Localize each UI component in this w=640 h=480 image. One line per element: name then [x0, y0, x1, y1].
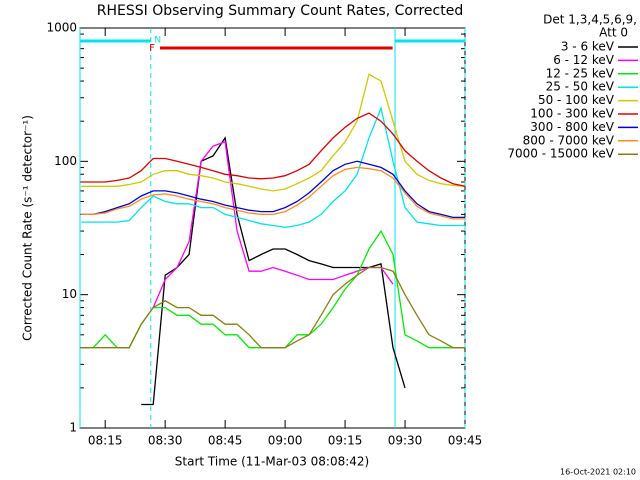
legend-label: 800 - 7000 keV [523, 133, 615, 147]
x-tick-label: 08:30 [148, 434, 183, 448]
y-tick-label: 100 [54, 154, 77, 168]
series-line [81, 166, 465, 220]
y-tick-label: 1000 [46, 21, 77, 35]
legend-label: 25 - 50 keV [546, 80, 615, 94]
series-line [81, 73, 466, 192]
y-tick-label: 1 [69, 421, 77, 435]
x-axis-label: Start Time (11-Mar-03 08:08:42) [175, 455, 369, 469]
series-line [81, 112, 466, 187]
legend-label: 12 - 25 keV [546, 66, 615, 80]
legend-label: 50 - 100 keV [538, 93, 615, 107]
x-tick-label: 09:45 [448, 434, 483, 448]
series-line [81, 266, 465, 349]
x-tick-label: 08:45 [208, 434, 243, 448]
legend-label: 6 - 12 keV [553, 53, 615, 67]
x-tick-label: 09:00 [268, 434, 303, 448]
series-line [152, 140, 394, 308]
legend-title: Det 1,3,4,5,6,9, [543, 13, 637, 27]
timestamp: 16-Oct-2021 02:10 [560, 468, 636, 477]
night-label: N [154, 36, 161, 46]
y-axis-label: Corrected Count Rate (s⁻¹ detector⁻¹) [21, 115, 35, 341]
series-line [81, 106, 465, 228]
x-tick-label: 08:15 [88, 434, 123, 448]
legend-label: 7000 - 15000 keV [507, 147, 614, 161]
legend-label: 100 - 300 keV [530, 107, 614, 121]
y-tick-label: 10 [62, 287, 77, 301]
series-line [81, 160, 465, 219]
legend-title: Att 0 [599, 26, 628, 40]
chart-title: RHESSI Observing Summary Count Rates, Co… [97, 3, 463, 19]
x-tick-label: 09:30 [388, 434, 423, 448]
legend-label: 3 - 6 keV [561, 40, 615, 54]
legend-label: 300 - 800 keV [530, 120, 614, 134]
x-tick-label: 09:15 [328, 434, 363, 448]
flare-label: F [149, 43, 155, 54]
